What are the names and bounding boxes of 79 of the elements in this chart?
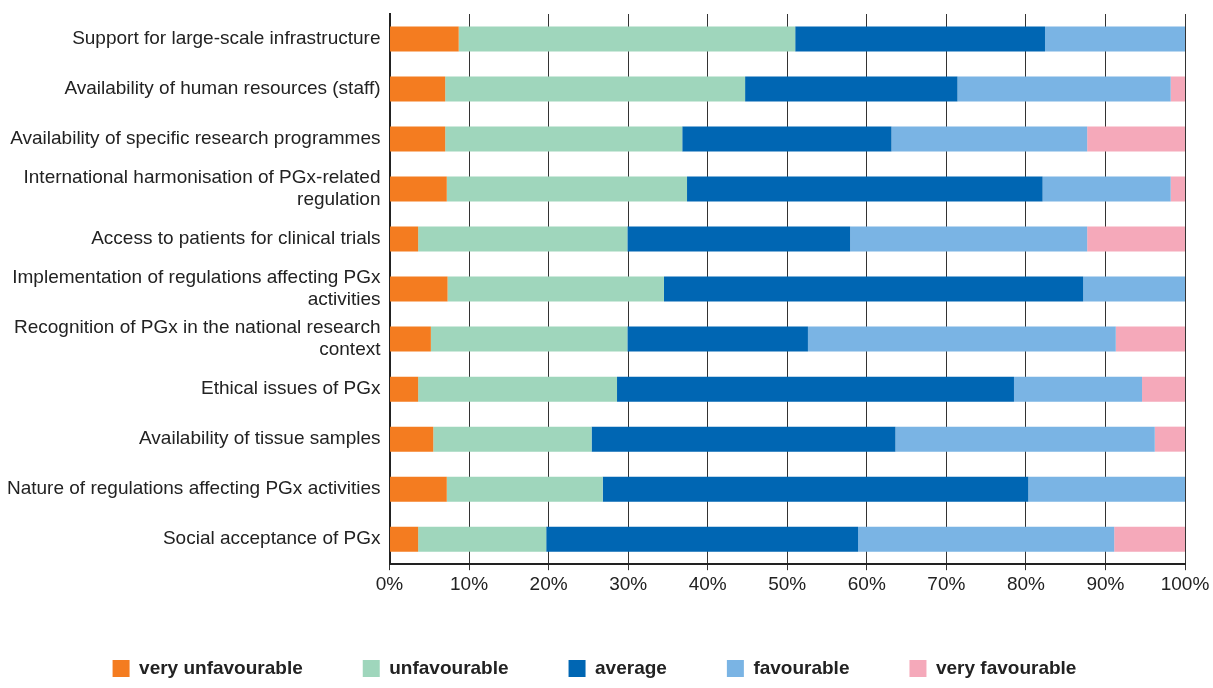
bar	[1087, 226, 1185, 252]
legend-label: very favourable	[935, 656, 1077, 678]
y-tick-label: Availability of human resources (staff)	[64, 77, 381, 99]
y-tick-label: Ethical issues of PGx	[200, 377, 381, 399]
bar	[891, 126, 1088, 152]
bar	[390, 226, 419, 252]
bar	[430, 326, 628, 352]
y-tick-label: Support for large-scale infrastructure	[72, 27, 381, 49]
bar	[458, 26, 796, 52]
x-tick-label: 30%	[609, 572, 648, 594]
bar	[546, 526, 859, 552]
legend-label: favourable	[753, 656, 850, 678]
bar	[627, 326, 808, 352]
bar	[617, 376, 1014, 402]
bar	[957, 76, 1171, 102]
bar	[1087, 126, 1185, 152]
x-tick-label: 40%	[688, 572, 727, 594]
bar	[602, 476, 1029, 502]
bar	[850, 226, 1088, 252]
bar	[1028, 476, 1185, 502]
bar	[447, 276, 664, 302]
legend-label: unfavourable	[389, 656, 509, 678]
bar	[418, 376, 618, 402]
bar	[1154, 426, 1185, 452]
bar	[1083, 276, 1185, 302]
bar	[1044, 26, 1185, 52]
x-tick-label: 10%	[450, 572, 489, 594]
y-tick-label: Availability of tissue samples	[139, 427, 381, 449]
bar	[895, 426, 1155, 452]
bar	[795, 26, 1045, 52]
bar	[858, 526, 1115, 552]
bar	[807, 326, 1116, 352]
bar	[390, 276, 448, 302]
bar	[1170, 176, 1185, 202]
y-tick-label: Implementation of regulations affecting PGx activities	[12, 266, 381, 310]
bar	[1114, 526, 1185, 552]
bar	[390, 476, 447, 502]
x-tick-label: 0%	[375, 572, 404, 594]
bar	[446, 476, 603, 502]
bar	[1042, 176, 1171, 202]
bar	[418, 526, 547, 552]
bar	[446, 176, 688, 202]
bar	[1170, 76, 1185, 102]
bar	[418, 226, 628, 252]
bar	[390, 176, 447, 202]
y-tick-label: Social acceptance of PGx	[162, 527, 381, 549]
bar	[1115, 326, 1185, 352]
bar	[1013, 376, 1143, 402]
y-tick-label: Access to patients for clinical trials	[91, 227, 381, 249]
legend-label: very unfavourable	[139, 656, 303, 678]
bar	[445, 76, 746, 102]
x-tick-label: 60%	[847, 572, 886, 594]
x-tick-label: 50%	[768, 572, 807, 594]
y-tick-label: Nature of regulations affecting PGx activities	[6, 477, 381, 499]
bar	[390, 376, 419, 402]
x-tick-label: 80%	[1006, 572, 1046, 594]
bar	[390, 76, 446, 102]
bar	[433, 426, 592, 452]
bar	[591, 426, 896, 452]
bar	[627, 226, 851, 252]
bar	[390, 526, 419, 552]
bar	[1142, 376, 1185, 402]
y-tick-label: Recognition of PGx in the national research context	[14, 316, 382, 360]
bar	[663, 276, 1084, 302]
bar	[445, 126, 683, 152]
x-tick-label: 90%	[1086, 572, 1125, 594]
legend-label: average	[595, 656, 667, 678]
x-tick-label: 100%	[1160, 572, 1210, 594]
bar	[390, 326, 431, 352]
bar	[390, 26, 459, 52]
bar	[745, 76, 958, 102]
x-tick-label: 70%	[927, 572, 966, 594]
y-tick-label: International harmonisation of PGx-related regulation	[23, 166, 381, 210]
bar	[390, 426, 434, 452]
bar	[390, 126, 446, 152]
y-tick-label: Availability of specific research programmes	[10, 127, 381, 149]
bar	[682, 126, 892, 152]
bar	[687, 176, 1043, 202]
x-tick-label: 20%	[529, 572, 568, 594]
